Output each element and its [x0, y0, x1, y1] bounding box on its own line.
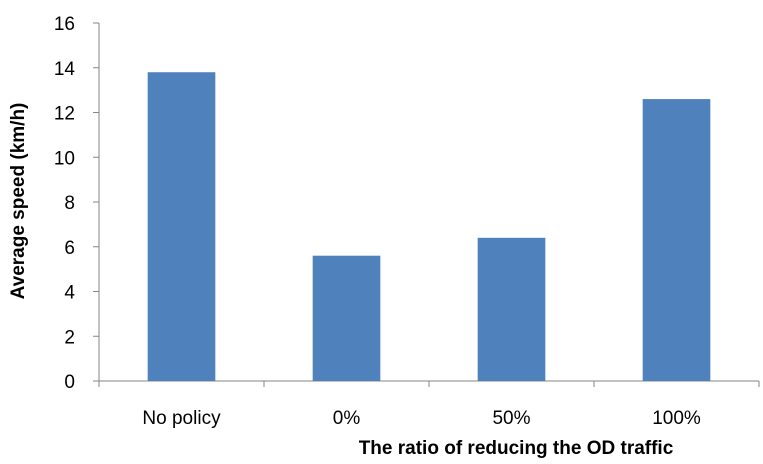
y-tick-label: 2: [64, 327, 75, 348]
x-axis-title: The ratio of reducing the OD traffic: [359, 438, 674, 459]
bar: [312, 255, 381, 381]
x-tick-label: 0%: [333, 408, 361, 429]
y-axis: 0 2 4 6 8 10 12 14 16: [54, 14, 100, 393]
bars: [147, 72, 711, 381]
y-tick-label: 6: [64, 238, 75, 259]
y-tick-label: 10: [54, 148, 75, 169]
y-axis-title: Average speed (km/h): [8, 103, 29, 300]
bar: [642, 99, 711, 381]
y-tick-label: 12: [54, 104, 75, 125]
y-tick-label: 8: [64, 193, 75, 214]
bar: [147, 72, 216, 381]
y-tick-label: 4: [64, 283, 75, 304]
x-tick-label: 100%: [652, 408, 701, 429]
x-tick-label: No policy: [142, 408, 221, 429]
x-axis: No policy 0% 50% 100%: [98, 380, 760, 429]
x-tick-label: 50%: [492, 408, 530, 429]
y-tick-label: 14: [54, 59, 76, 80]
y-tick-label: 0: [64, 372, 75, 393]
bar: [477, 237, 546, 381]
y-tick-label: 16: [54, 14, 75, 35]
